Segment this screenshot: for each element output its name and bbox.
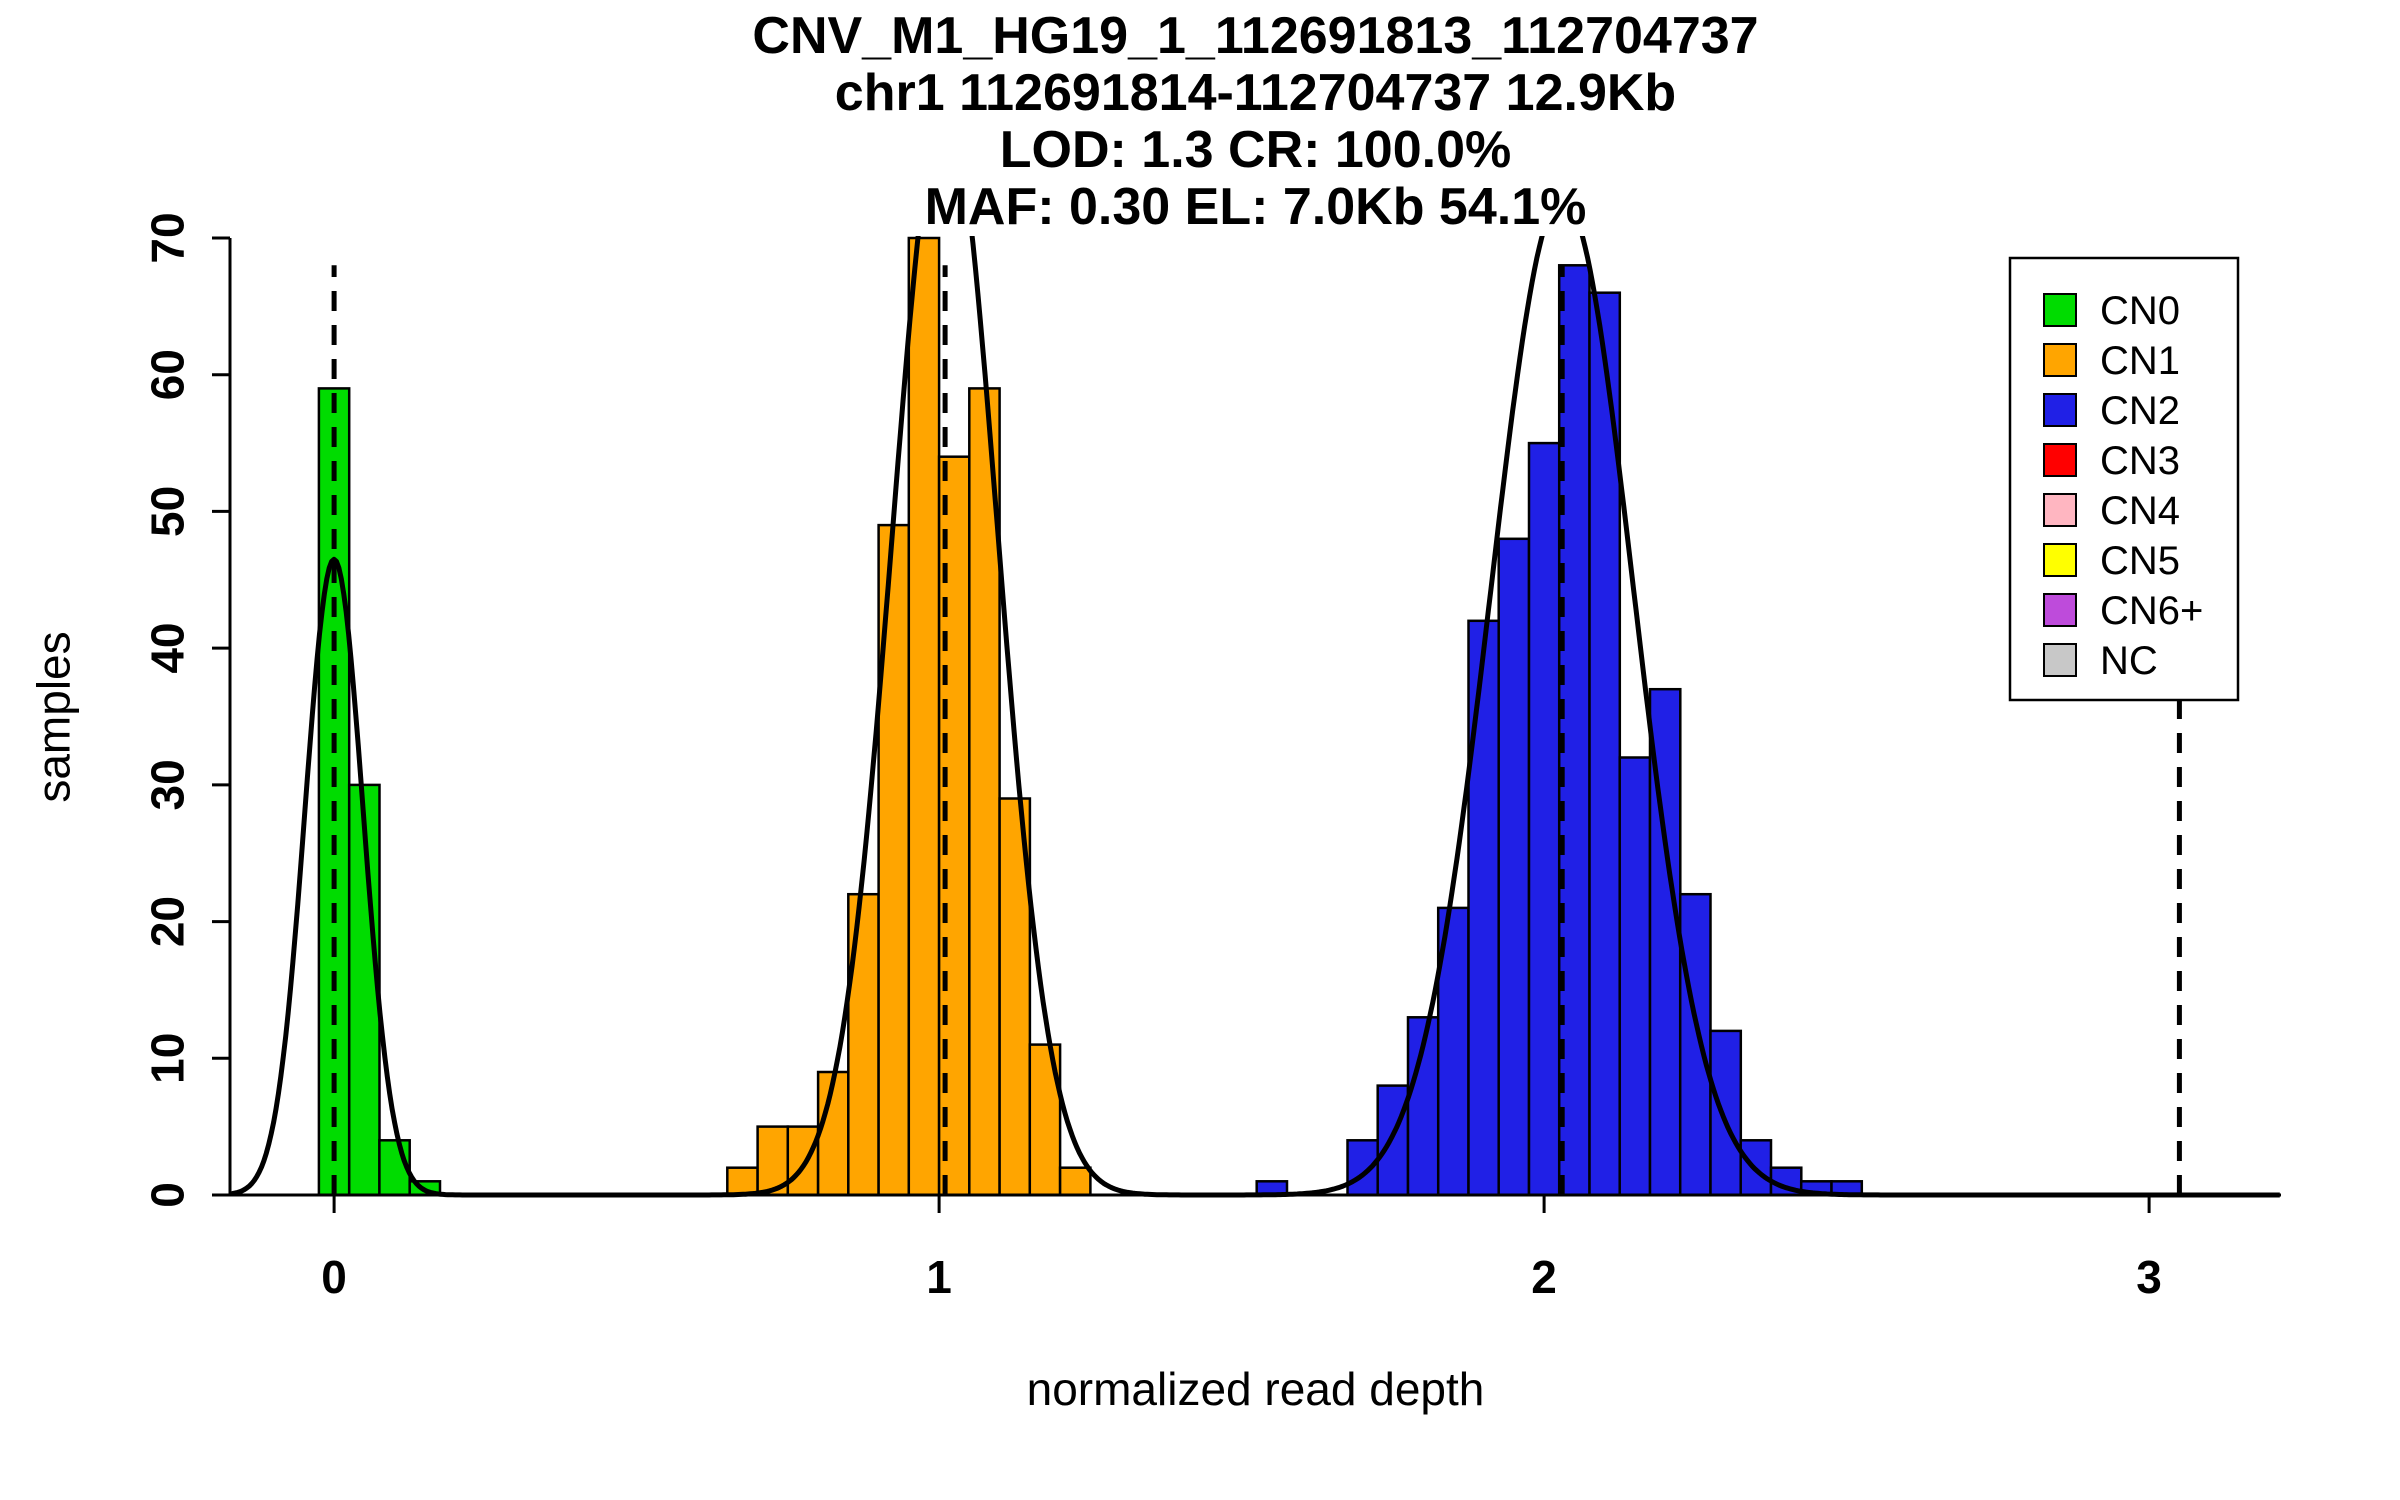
x-axis-title: normalized read depth <box>1026 1363 1485 1415</box>
hist-bar-CN1 <box>786 1125 820 1197</box>
y-tick-label: 40 <box>142 623 194 674</box>
legend-swatch-CN4 <box>2043 493 2077 527</box>
y-tick-label: 20 <box>142 896 194 947</box>
legend-swatch-CN1 <box>2043 343 2077 377</box>
y-tick-label: 0 <box>142 1182 194 1208</box>
y-tick-label: 30 <box>142 759 194 810</box>
hist-bar-CN2 <box>1618 756 1652 1197</box>
y-tick-label: 50 <box>142 486 194 537</box>
hist-bar-CN2 <box>1678 892 1712 1197</box>
legend-label-CN5: CN5 <box>2100 539 2180 583</box>
x-tick-label: 2 <box>1531 1251 1557 1303</box>
hist-bar-CN2 <box>1709 1029 1743 1197</box>
x-tick-label: 1 <box>926 1251 952 1303</box>
title-line-1: CNV_M1_HG19_1_112691813_112704737 <box>752 7 1759 65</box>
legend-swatch-NC <box>2043 643 2077 677</box>
legend-swatch-CN2 <box>2043 393 2077 427</box>
hist-bar-CN2 <box>1588 291 1622 1197</box>
density-fit-curve <box>230 236 2280 1198</box>
title-line-3: LOD: 1.3 CR: 100.0% <box>999 121 1512 179</box>
x-tick-label: 3 <box>2136 1251 2162 1303</box>
hist-bar-CN1 <box>968 387 1001 1197</box>
hist-bar-CN2 <box>1497 537 1531 1197</box>
legend-label-CN3: CN3 <box>2100 439 2180 483</box>
y-tick-label: 60 <box>142 349 194 400</box>
title-line-2: chr1 112691814-112704737 12.9Kb <box>834 64 1677 122</box>
title-line-4: MAF: 0.30 EL: 7.0Kb 54.1% <box>924 178 1587 236</box>
y-tick-label: 10 <box>142 1033 194 1084</box>
legend-swatch-CN0 <box>2043 293 2077 327</box>
hist-bar-CN1 <box>907 236 941 1197</box>
hist-bar-CN1 <box>847 892 880 1197</box>
hist-bar-CN2 <box>1467 619 1501 1197</box>
y-axis-title: samples <box>4 238 104 1195</box>
legend-swatch-CN5 <box>2043 543 2077 577</box>
plot-title-block: CNV_M1_HG19_1_112691813_112704737 chr1 1… <box>230 8 2281 236</box>
legend-label-CN4: CN4 <box>2100 489 2180 533</box>
y-tick-label: 70 <box>142 212 194 263</box>
hist-bar-CN2 <box>1527 441 1561 1197</box>
legend-swatch-CN3 <box>2043 443 2077 477</box>
legend-label-CN2: CN2 <box>2100 389 2180 433</box>
legend-label-NC: NC <box>2100 639 2158 683</box>
legend-label-CN6+: CN6+ <box>2100 589 2203 633</box>
legend-swatch-CN6+ <box>2043 593 2077 627</box>
hist-bar-CN1 <box>726 1166 759 1197</box>
legend-label-CN1: CN1 <box>2100 339 2180 383</box>
hist-bar-CN1 <box>1058 1166 1092 1197</box>
x-tick-label: 0 <box>321 1251 347 1303</box>
legend-label-CN0: CN0 <box>2100 289 2180 333</box>
y-axis-title-text: samples <box>28 630 81 803</box>
